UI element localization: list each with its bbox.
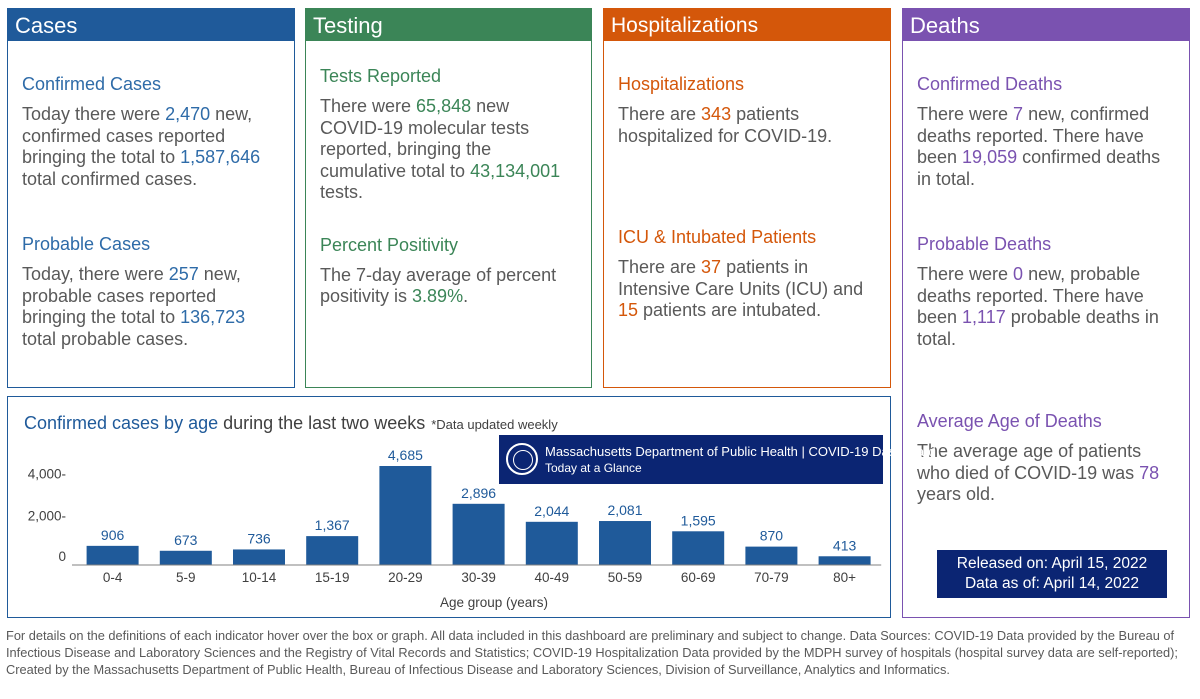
- chart-note: *Data updated weekly: [431, 417, 558, 432]
- probable-cases-new: 257: [168, 264, 199, 284]
- probable-deaths-new: 0: [1013, 264, 1024, 284]
- bar[interactable]: [672, 531, 725, 565]
- cases-header: Cases: [8, 9, 294, 41]
- bar[interactable]: [818, 556, 871, 565]
- age-bar-chart[interactable]: 0 2,000- 4,000- 906 0-4 673 5-9 736 10-14 1,367 15…: [8, 397, 889, 616]
- confirmed-deaths-heading: Confirmed Deaths: [917, 74, 1063, 94]
- bar[interactable]: [379, 466, 432, 565]
- age-chart-panel[interactable]: Confirmed cases by age during the last t…: [7, 396, 936, 618]
- x-tick-label: 10-14: [242, 570, 277, 585]
- bar[interactable]: [599, 521, 651, 565]
- hospitalizations-header: Hospitalizations: [604, 9, 890, 41]
- hospitalizations-text: There are 343 patients hospitalized for …: [618, 104, 833, 146]
- confirmed-deaths-total: 19,059: [962, 147, 1018, 167]
- average-age-heading: Average Age of Deaths: [917, 411, 1102, 431]
- banner-title: Massachusetts Department of Public Healt…: [545, 444, 936, 459]
- massachusetts-seal-icon: [506, 443, 538, 475]
- x-axis-label: Age group (years): [440, 595, 548, 610]
- probable-cases-text: Today, there were 257 new, probable case…: [22, 264, 246, 349]
- probable-deaths-total: 1,117: [962, 307, 1006, 327]
- bar-value-label: 1,367: [315, 517, 350, 533]
- confirmed-cases-new: 2,470: [165, 104, 211, 124]
- probable-cases-total: 136,723: [180, 307, 246, 327]
- percent-positivity-heading: Percent Positivity: [320, 234, 459, 255]
- average-age-value: 78: [1139, 462, 1160, 483]
- icu-heading: ICU & Intubated Patients: [618, 227, 817, 247]
- footer-note: For details on the definitions of each i…: [6, 628, 1178, 677]
- icu-value: 37: [701, 257, 722, 277]
- bar[interactable]: [306, 536, 359, 565]
- testing-header: Testing: [306, 9, 591, 41]
- x-tick-label: 80+: [833, 570, 856, 585]
- probable-cases-heading: Probable Cases: [22, 234, 151, 254]
- x-tick-label: 40-49: [535, 570, 570, 585]
- probable-deaths-text: There were 0 new, probable deaths report…: [917, 264, 1159, 349]
- deaths-card[interactable]: Deaths Confirmed Deaths There were 7 new…: [902, 8, 1190, 618]
- bar-value-label: 2,081: [607, 502, 642, 518]
- confirmed-cases-total: 1,587,646: [180, 147, 261, 167]
- deaths-header: Deaths: [903, 9, 1189, 41]
- confirmed-deaths-new: 7: [1013, 104, 1024, 124]
- bar[interactable]: [745, 546, 798, 565]
- x-tick-label: 15-19: [315, 570, 350, 585]
- hospitalized-value: 343: [701, 104, 732, 124]
- bar-value-label: 870: [760, 528, 784, 544]
- probable-deaths-heading: Probable Deaths: [917, 234, 1052, 254]
- bar-value-label: 2,044: [534, 503, 569, 519]
- bar[interactable]: [159, 550, 212, 565]
- x-tick-label: 60-69: [681, 570, 716, 585]
- x-tick-label: 5-9: [176, 570, 196, 585]
- average-age-text: The average age of patients who died of …: [917, 441, 1160, 504]
- x-tick-label: 20-29: [388, 570, 423, 585]
- bar[interactable]: [86, 545, 139, 565]
- y-tick-label: 2,000-: [28, 509, 66, 524]
- bar-value-label: 2,896: [461, 485, 496, 501]
- bar[interactable]: [452, 503, 505, 565]
- x-tick-label: 0-4: [103, 570, 123, 585]
- confirmed-deaths-text: There were 7 new, confirmed deaths repor…: [917, 104, 1161, 189]
- cases-card[interactable]: Cases Confirmed Cases Today there were 2…: [7, 8, 295, 388]
- tests-reported-heading: Tests Reported: [320, 66, 442, 86]
- confirmed-cases-heading: Confirmed Cases: [22, 74, 162, 94]
- bar-value-label: 736: [247, 530, 271, 546]
- confirmed-cases-text: Today there were 2,470 new, confirmed ca…: [22, 104, 261, 189]
- y-tick-label: 0: [58, 549, 66, 564]
- dashboard-banner: Massachusetts Department of Public Healt…: [499, 435, 936, 484]
- released-on: Released on: April 15, 2022: [956, 555, 1148, 572]
- tests-total: 43,134,001: [470, 160, 561, 181]
- tests-new: 65,848: [416, 96, 472, 116]
- bar[interactable]: [525, 521, 578, 565]
- x-tick-label: 30-39: [461, 570, 496, 585]
- x-tick-label: 50-59: [608, 570, 643, 585]
- y-tick-label: 4,000-: [28, 466, 66, 481]
- icu-text: There are 37 patients in Intensive Care …: [618, 257, 864, 320]
- tests-reported-text: There were 65,848 new COVID-19 molecular…: [320, 96, 561, 202]
- chart-title: Confirmed cases by age during the last t…: [24, 413, 558, 433]
- hospitalizations-card[interactable]: Hospitalizations Hospitalizations There …: [603, 8, 891, 388]
- bar-value-label: 673: [174, 532, 198, 548]
- hospitalizations-heading: Hospitalizations: [618, 74, 745, 94]
- intubated-value: 15: [618, 300, 639, 320]
- x-tick-label: 70-79: [754, 570, 789, 585]
- bar-value-label: 906: [101, 527, 125, 543]
- data-as-of: Data as of: April 14, 2022: [964, 575, 1140, 592]
- banner-subtitle: Today at a Glance: [545, 461, 642, 475]
- testing-card[interactable]: Testing Tests Reported There were 65,848…: [305, 8, 592, 388]
- bar-value-label: 4,685: [388, 447, 423, 463]
- bar-value-label: 1,595: [681, 512, 716, 528]
- percent-positivity-text: The 7-day average of percent positivity …: [320, 264, 557, 307]
- release-info-box: Released on: April 15, 2022 Data as of: …: [937, 550, 1167, 598]
- bar-value-label: 413: [833, 537, 857, 553]
- positivity-value: 3.89%: [412, 286, 464, 306]
- bar[interactable]: [233, 549, 285, 565]
